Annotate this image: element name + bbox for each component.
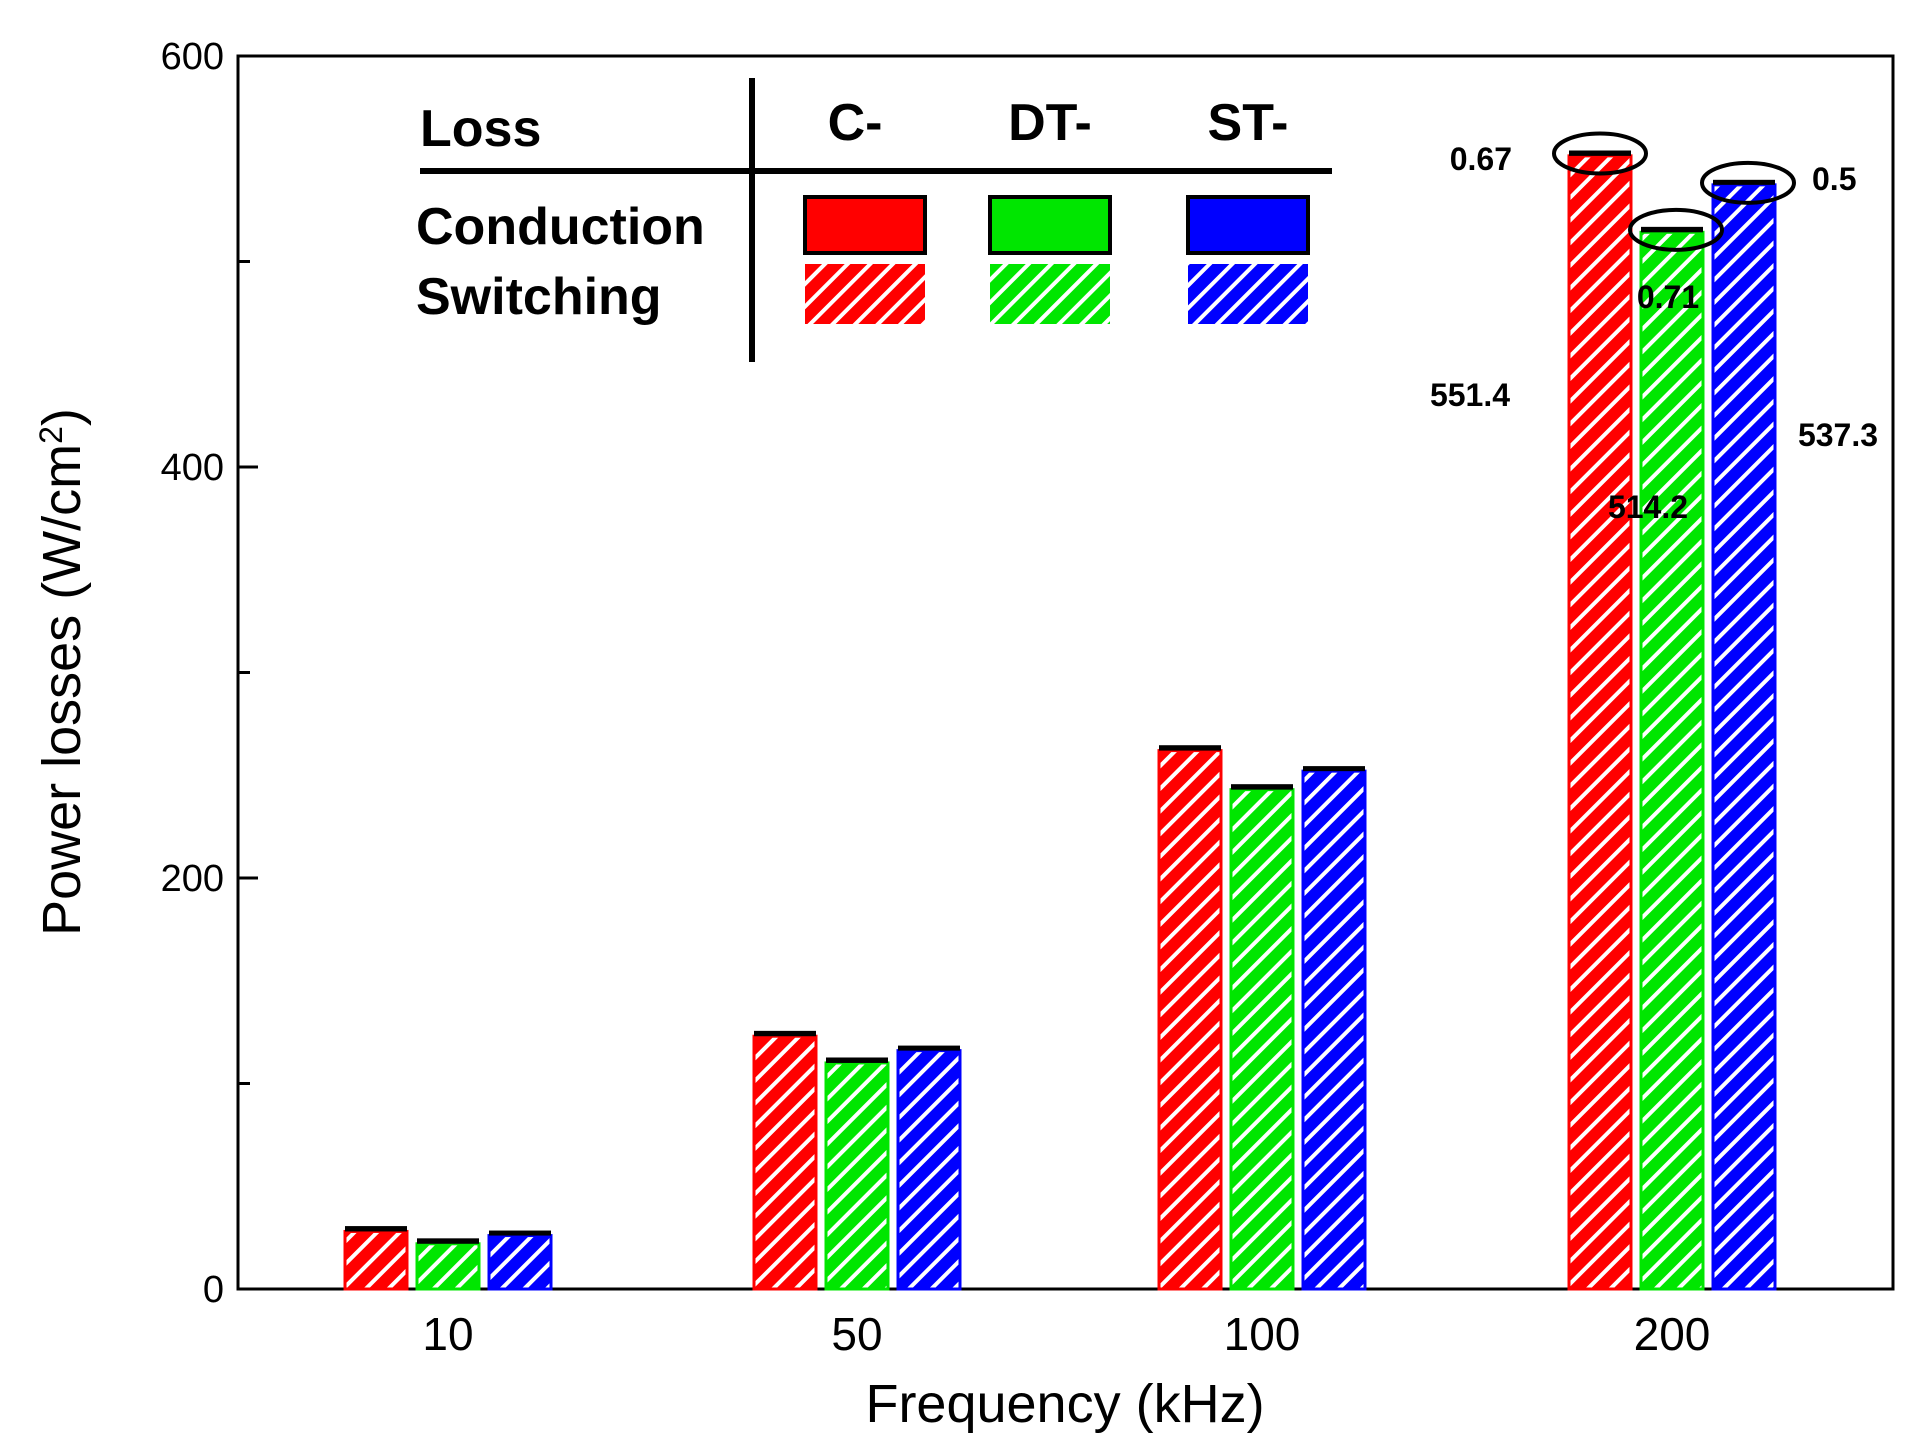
y-tick-label-0: 0 xyxy=(203,1269,224,1311)
conduction-value-label-dt: 0.71 xyxy=(1637,279,1699,315)
bar-conduction-st-50 xyxy=(898,1045,960,1051)
bars-group xyxy=(343,150,1777,1291)
bar-conduction-st-10 xyxy=(489,1230,551,1236)
legend-column-c: C- xyxy=(828,94,883,152)
bar-switching-st-100 xyxy=(1301,769,1367,1291)
switching-value-label-c: 551.4 xyxy=(1430,377,1510,413)
y-axis-title: Power losses (W/cm2) xyxy=(32,408,92,936)
y-axis-title-superscript: 2 xyxy=(33,426,69,444)
conduction-value-label-st: 0.5 xyxy=(1812,161,1856,197)
legend-swatch-switching-dt xyxy=(990,264,1110,324)
x-tick-label-200: 200 xyxy=(1634,1308,1711,1360)
bar-switching-st-10 xyxy=(487,1234,553,1291)
legend-swatch-conduction-dt xyxy=(988,195,1112,255)
bar-conduction-st-100 xyxy=(1303,766,1365,772)
conduction-value-label-c: 0.67 xyxy=(1450,141,1512,177)
x-axis-title: Frequency (kHz) xyxy=(865,1374,1264,1434)
y-tick-label-400: 400 xyxy=(161,447,224,489)
legend-swatch-switching-c xyxy=(805,264,925,324)
y-axis-title-end: ) xyxy=(32,408,92,426)
bar-conduction-c-10 xyxy=(345,1226,407,1232)
bar-switching-dt-50 xyxy=(824,1061,890,1291)
bar-switching-dt-10 xyxy=(415,1242,481,1291)
bar-conduction-c-200 xyxy=(1569,150,1631,156)
legend-row-switching: Switching xyxy=(416,268,662,326)
x-axis-ticks: 10 50 100 200 xyxy=(422,1308,1710,1360)
bar-switching-dt-100 xyxy=(1229,788,1295,1291)
bar-switching-c-100 xyxy=(1157,749,1223,1291)
y-tick-label-600: 600 xyxy=(161,36,224,78)
bar-switching-c-10 xyxy=(343,1229,409,1291)
bar-conduction-c-50 xyxy=(754,1030,816,1037)
y-axis-ticks: 0 200 400 600 xyxy=(161,36,258,1311)
bar-switching-st-50 xyxy=(896,1049,962,1291)
switching-value-label-st: 537.3 xyxy=(1798,417,1878,453)
bar-conduction-dt-10 xyxy=(417,1238,479,1244)
legend-swatch-conduction-c xyxy=(803,195,927,255)
conduction-highlight-ellipse-c xyxy=(1552,131,1648,176)
bar-switching-st-200 xyxy=(1711,183,1777,1291)
y-axis-title-main: Power losses (W/cm xyxy=(32,444,92,936)
bar-conduction-st-200 xyxy=(1713,179,1775,185)
switching-value-label-dt: 514.2 xyxy=(1608,489,1688,525)
bar-conduction-dt-200 xyxy=(1641,226,1703,233)
annotations: 0.67 551.4 0.71 514.2 0.5 537.3 xyxy=(1430,131,1878,525)
legend-column-dt: DT- xyxy=(1008,94,1092,152)
conduction-highlight-ellipse-st xyxy=(1700,160,1796,205)
bar-switching-c-200 xyxy=(1567,154,1633,1291)
legend-column-st: ST- xyxy=(1208,94,1289,152)
x-tick-label-100: 100 xyxy=(1224,1308,1301,1360)
x-tick-label-10: 10 xyxy=(422,1308,473,1360)
legend-swatch-switching-st xyxy=(1188,264,1308,324)
bar-conduction-dt-50 xyxy=(826,1057,888,1063)
x-tick-label-50: 50 xyxy=(831,1308,882,1360)
bar-conduction-c-100 xyxy=(1159,745,1221,751)
bar-conduction-dt-100 xyxy=(1231,784,1293,790)
legend-row-conduction: Conduction xyxy=(416,198,705,256)
bar-switching-dt-200 xyxy=(1639,230,1705,1291)
legend: Loss C- DT- ST- Conduction Switching xyxy=(416,78,1332,362)
y-tick-label-200: 200 xyxy=(161,858,224,900)
legend-swatch-conduction-st xyxy=(1186,195,1310,255)
legend-swatches xyxy=(803,195,1310,324)
bar-switching-c-50 xyxy=(752,1034,818,1291)
conduction-highlight-ellipse-dt xyxy=(1628,207,1724,252)
legend-header-loss: Loss xyxy=(420,100,541,158)
